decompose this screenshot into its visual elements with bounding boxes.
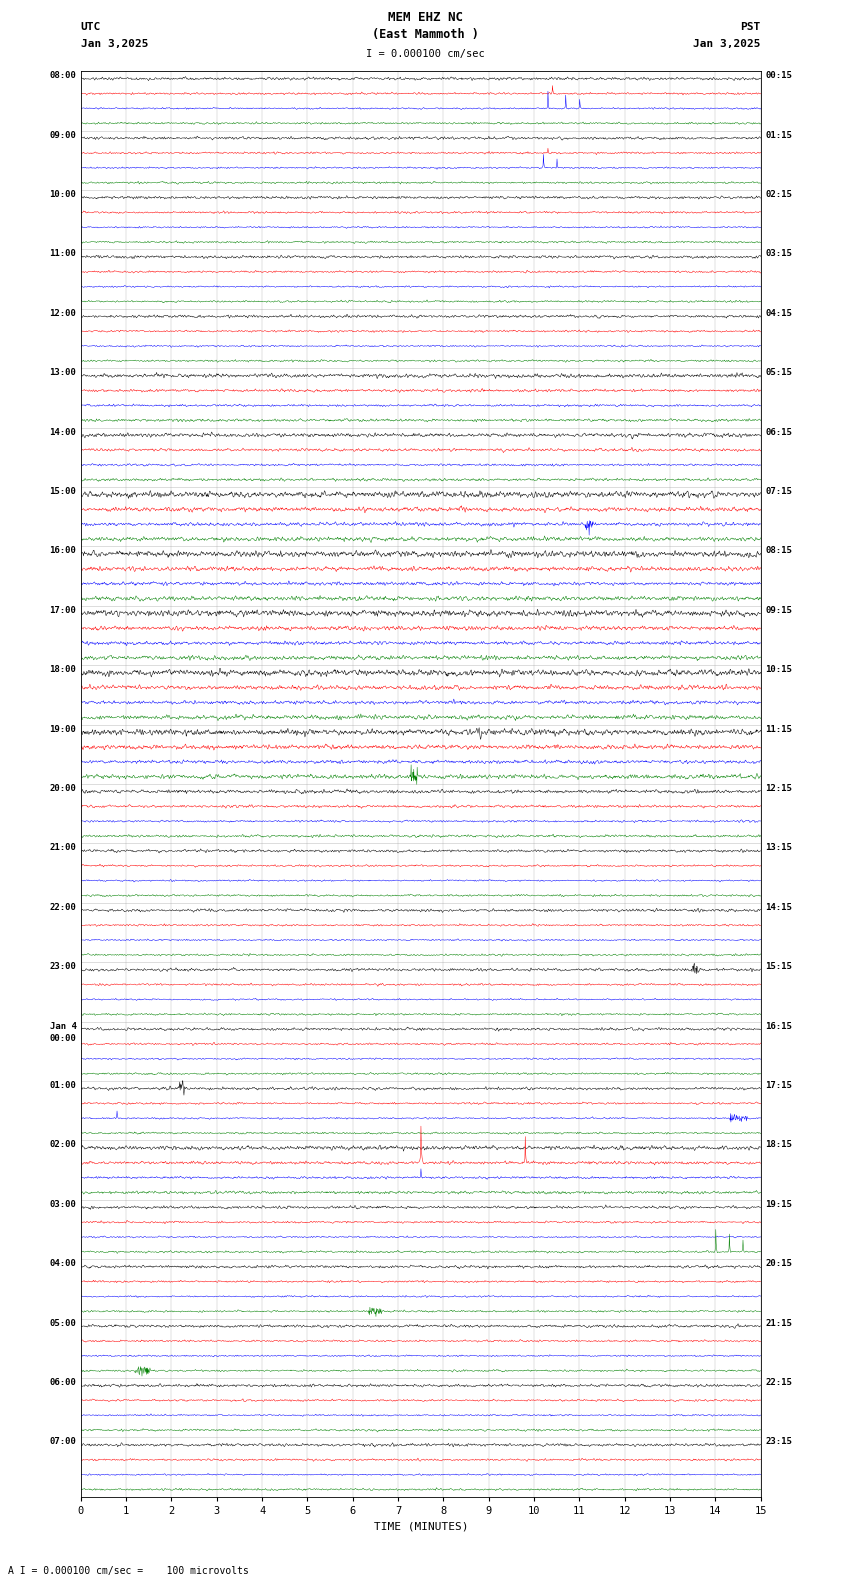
Text: 08:15: 08:15: [765, 546, 792, 556]
Text: Jan 3,2025: Jan 3,2025: [694, 40, 761, 49]
Text: 14:15: 14:15: [765, 903, 792, 912]
Text: 04:15: 04:15: [765, 309, 792, 318]
Text: 18:15: 18:15: [765, 1140, 792, 1150]
Text: 03:15: 03:15: [765, 250, 792, 258]
Text: 16:00: 16:00: [49, 546, 76, 556]
Text: 21:15: 21:15: [765, 1318, 792, 1327]
Text: 15:15: 15:15: [765, 963, 792, 971]
Text: 23:15: 23:15: [765, 1438, 792, 1446]
Text: 17:00: 17:00: [49, 605, 76, 615]
Text: 13:15: 13:15: [765, 843, 792, 852]
Text: 18:00: 18:00: [49, 665, 76, 675]
Text: 17:15: 17:15: [765, 1080, 792, 1090]
Text: 14:00: 14:00: [49, 428, 76, 437]
Text: 02:00: 02:00: [49, 1140, 76, 1150]
Text: UTC: UTC: [81, 22, 101, 32]
Text: 12:15: 12:15: [765, 784, 792, 794]
X-axis label: TIME (MINUTES): TIME (MINUTES): [373, 1522, 468, 1532]
Text: 11:15: 11:15: [765, 725, 792, 733]
Text: 07:00: 07:00: [49, 1438, 76, 1446]
Text: 12:00: 12:00: [49, 309, 76, 318]
Text: 08:00: 08:00: [49, 71, 76, 81]
Text: 06:15: 06:15: [765, 428, 792, 437]
Text: 05:00: 05:00: [49, 1318, 76, 1327]
Text: 00:15: 00:15: [765, 71, 792, 81]
Text: 16:15: 16:15: [765, 1022, 792, 1031]
Text: 11:00: 11:00: [49, 250, 76, 258]
Text: 02:15: 02:15: [765, 190, 792, 200]
Text: 13:00: 13:00: [49, 367, 76, 377]
Text: 10:00: 10:00: [49, 190, 76, 200]
Text: 01:15: 01:15: [765, 130, 792, 139]
Text: 03:00: 03:00: [49, 1201, 76, 1209]
Text: A I = 0.000100 cm/sec =    100 microvolts: A I = 0.000100 cm/sec = 100 microvolts: [8, 1567, 249, 1576]
Text: 19:00: 19:00: [49, 725, 76, 733]
Text: 09:00: 09:00: [49, 130, 76, 139]
Text: Jan 4: Jan 4: [49, 1022, 76, 1031]
Text: 21:00: 21:00: [49, 843, 76, 852]
Text: 22:15: 22:15: [765, 1378, 792, 1388]
Text: 20:15: 20:15: [765, 1259, 792, 1269]
Text: 10:15: 10:15: [765, 665, 792, 675]
Text: 07:15: 07:15: [765, 486, 792, 496]
Text: 01:00: 01:00: [49, 1080, 76, 1090]
Text: 19:15: 19:15: [765, 1201, 792, 1209]
Text: PST: PST: [740, 22, 761, 32]
Text: MEM EHZ NC: MEM EHZ NC: [388, 11, 462, 24]
Text: 22:00: 22:00: [49, 903, 76, 912]
Text: 20:00: 20:00: [49, 784, 76, 794]
Text: 15:00: 15:00: [49, 486, 76, 496]
Text: I = 0.000100 cm/sec: I = 0.000100 cm/sec: [366, 49, 484, 59]
Text: Jan 3,2025: Jan 3,2025: [81, 40, 148, 49]
Text: 09:15: 09:15: [765, 605, 792, 615]
Text: (East Mammoth ): (East Mammoth ): [371, 29, 479, 41]
Text: 04:00: 04:00: [49, 1259, 76, 1269]
Text: 23:00: 23:00: [49, 963, 76, 971]
Text: 05:15: 05:15: [765, 367, 792, 377]
Text: 00:00: 00:00: [49, 1034, 76, 1044]
Text: 06:00: 06:00: [49, 1378, 76, 1388]
